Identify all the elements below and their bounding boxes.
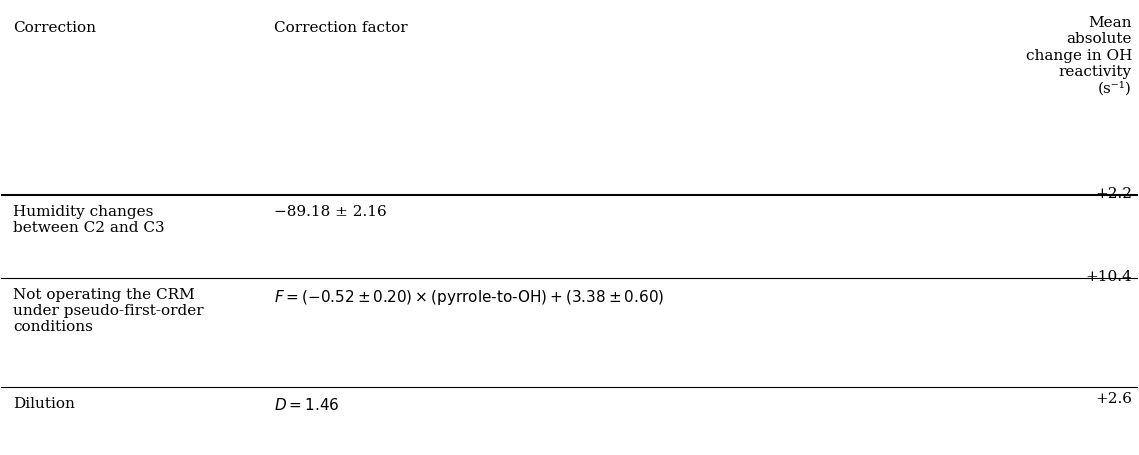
Text: Dilution: Dilution <box>13 397 75 411</box>
Text: −89.18 ± 2.16: −89.18 ± 2.16 <box>274 205 387 219</box>
Text: $D = 1.46$: $D = 1.46$ <box>274 397 339 413</box>
Text: +2.6: +2.6 <box>1095 392 1132 406</box>
Text: Humidity changes
between C2 and C3: Humidity changes between C2 and C3 <box>13 205 164 235</box>
Text: $F = (-0.52 \pm 0.20) \times \mathrm{(pyrrole\text{-}to\text{-}OH)} + (3.38 \pm : $F = (-0.52 \pm 0.20) \times \mathrm{(py… <box>274 288 664 307</box>
Text: +10.4: +10.4 <box>1085 269 1132 283</box>
Text: +2.2: +2.2 <box>1095 187 1132 201</box>
Text: Not operating the CRM
under pseudo-first-order
conditions: Not operating the CRM under pseudo-first… <box>13 288 204 334</box>
Text: Mean
absolute
change in OH
reactivity
(s⁻¹): Mean absolute change in OH reactivity (s… <box>1025 16 1132 96</box>
Text: Correction factor: Correction factor <box>274 21 408 35</box>
Text: Correction: Correction <box>13 21 96 35</box>
